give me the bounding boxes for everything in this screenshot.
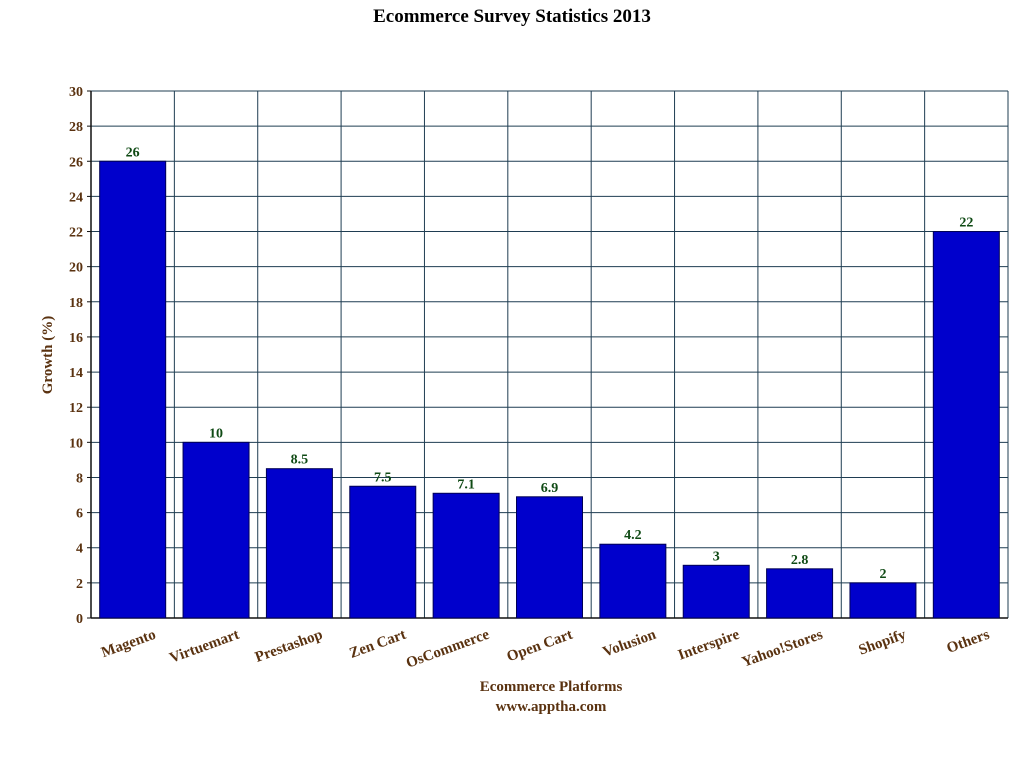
data-label: 26 <box>126 145 140 160</box>
y-tick-label: 4 <box>76 542 83 557</box>
bar-others <box>932 231 1000 619</box>
x-tick-label: Zen Cart <box>347 627 408 662</box>
y-tick-label: 30 <box>69 85 83 100</box>
x-tick-label: Prestashop <box>253 627 325 666</box>
data-label: 6.9 <box>541 481 559 496</box>
y-tick-label: 18 <box>69 296 83 311</box>
y-tick-label: 12 <box>69 401 83 416</box>
x-tick-label: OsCommerce <box>404 627 492 672</box>
y-axis-title: Growth (%) <box>40 316 56 394</box>
y-tick-label: 0 <box>76 612 83 627</box>
x-tick-label: Open Cart <box>505 627 575 666</box>
y-tick-label: 20 <box>69 261 83 276</box>
y-tick-label: 8 <box>76 471 83 486</box>
y-tick-label: 24 <box>69 190 83 205</box>
y-tick-label: 22 <box>69 226 83 241</box>
x-tick-label: Yahoo!Stores <box>740 627 825 671</box>
bars <box>99 160 1000 619</box>
data-label: 8.5 <box>291 453 309 468</box>
data-label: 22 <box>959 216 973 231</box>
bar-interspire <box>682 564 750 619</box>
data-label: 4.2 <box>624 528 642 543</box>
bar-volusion <box>599 543 667 619</box>
data-label: 10 <box>209 426 223 441</box>
bar-shopify <box>849 582 917 619</box>
bar-virtuemart <box>182 441 250 619</box>
y-tick-label: 2 <box>76 577 83 592</box>
bar-zen-cart <box>349 485 417 619</box>
bar-open-cart <box>516 496 583 619</box>
data-label: 2.8 <box>791 553 809 568</box>
data-label: 3 <box>713 549 720 564</box>
x-axis-subtitle: www.apptha.com <box>496 699 607 715</box>
data-label: 7.1 <box>457 477 475 492</box>
chart-title: Ecommerce Survey Statistics 2013 <box>373 6 651 27</box>
x-tick-label: Virtuemart <box>168 627 242 667</box>
y-tick-label: 10 <box>69 436 83 451</box>
x-tick-labels: Magento Virtuemart Prestashop Zen CartOsCom… <box>99 626 991 671</box>
bar-yahoo-stores <box>766 568 834 619</box>
y-tick-label: 14 <box>69 366 83 381</box>
data-label: 2 <box>879 567 886 582</box>
y-tick-label: 6 <box>76 507 83 522</box>
data-label: 7.5 <box>374 470 392 485</box>
x-tick-label: Volusion <box>601 626 659 660</box>
y-tick-label: 26 <box>69 155 83 170</box>
x-tick-label: Interspire <box>676 627 742 664</box>
x-axis-title: Ecommerce Platforms <box>480 679 623 695</box>
x-tick-label: Shopify <box>857 627 909 659</box>
bar-prestashop <box>265 468 333 619</box>
bar-oscommerce <box>432 492 500 619</box>
x-tick-label: Others <box>945 627 992 657</box>
y-tick-label: 28 <box>69 120 83 135</box>
x-tick-label: Magento <box>99 627 158 661</box>
bar-magento <box>99 160 167 619</box>
y-tick-label: 16 <box>69 331 83 346</box>
